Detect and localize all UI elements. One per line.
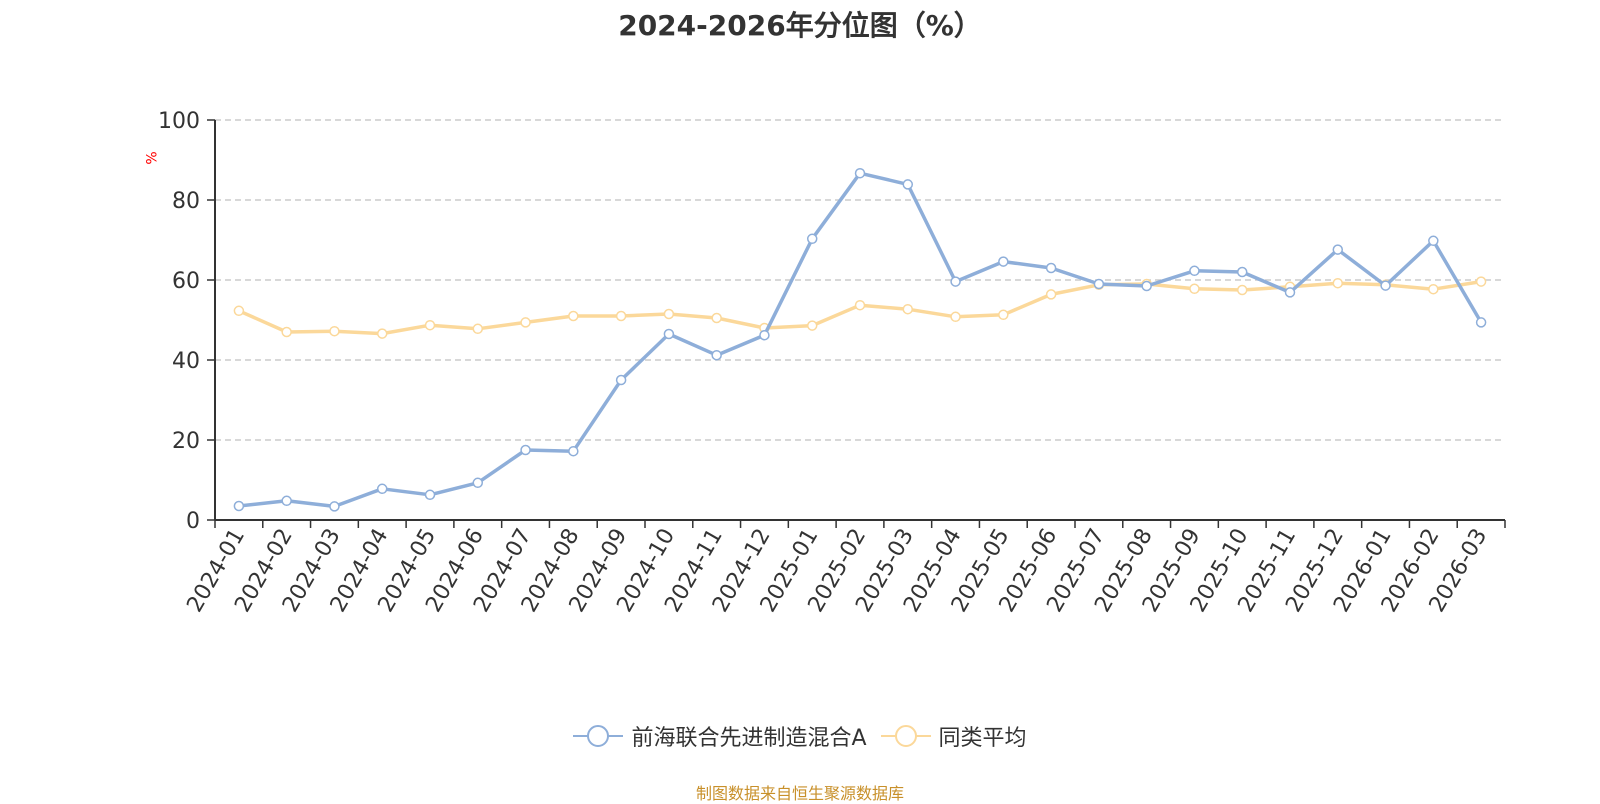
x-tick-labels: 2024-012024-022024-032024-042024-052024-… [182,524,1492,616]
data-point-series-1 [1332,244,1344,255]
data-point-series-1 [806,233,818,245]
legend-label-series-2: 同类平均 [938,726,1027,751]
y-tick-label-80: 80 [172,189,200,214]
data-point-series-1 [1045,262,1057,274]
data-point-series-1 [950,276,961,287]
data-point-series-2 [233,305,245,317]
data-point-series-1 [1141,280,1152,292]
legend-marker-series-1 [573,725,624,747]
legend-item-series-1[interactable]: 前海联合先进制造混合A [573,720,867,752]
y-axis-unit-label: % [144,151,161,165]
y-tick-label-40: 40 [172,349,200,374]
data-point-series-2 [520,317,531,328]
data-point-series-1 [1475,317,1487,328]
data-point-series-2 [1236,284,1248,296]
data-point-series-1 [329,501,340,512]
chart-title: 2024-2026年分位图（%） [618,9,982,42]
axes [207,119,1506,528]
data-point-series-1 [1284,287,1296,298]
data-point-series-1 [1189,265,1200,277]
data-point-series-1 [233,500,245,512]
series-line-1 [238,171,1483,509]
y-tick-label-20: 20 [172,429,200,454]
data-point-series-2 [711,312,722,324]
data-point-series-1 [615,374,627,386]
data-point-series-2 [568,310,579,322]
data-point-series-2 [1045,289,1057,300]
data-point-series-1 [1093,278,1105,290]
data-point-series-1 [1236,266,1248,278]
data-point-series-2 [854,299,866,311]
grid-lines [215,119,1505,441]
data-point-series-1 [1380,280,1391,291]
data-point-series-2 [281,326,292,338]
data-point-series-1 [711,349,722,361]
legend: 前海联合先进制造混合A 同类平均 [0,720,1600,752]
legend-marker-series-2 [880,725,931,747]
data-point-series-1 [1428,235,1439,247]
data-point-series-2 [472,323,484,335]
data-point-series-1 [759,329,770,341]
y-tick-label-100: 100 [158,109,200,134]
legend-label-series-1: 前海联合先进制造混合A [631,726,867,751]
data-point-series-2 [1475,276,1487,287]
y-tick-labels: 0 20 40 60 80 100 [158,109,200,534]
data-point-series-1 [520,444,531,456]
legend-item-series-2[interactable]: 同类平均 [880,720,1027,752]
data-point-series-1 [854,167,866,179]
data-point-series-2 [998,309,1009,321]
data-point-series-1 [424,489,436,501]
data-point-series-1 [472,477,484,489]
data-point-series-2 [376,328,388,339]
data-point-series-1 [902,179,914,190]
data-point-series-1 [663,328,675,340]
data-point-series-2 [1189,283,1200,295]
data-point-series-2 [1428,283,1439,295]
data-point-series-2 [902,303,914,315]
data-point-series-2 [663,308,675,320]
data-point-series-2 [615,310,627,322]
data-point-series-2 [950,311,961,323]
data-point-series-2 [1332,277,1344,289]
data-source-note: 制图数据来自恒生聚源数据库 [695,784,904,803]
data-point-series-2 [806,320,818,331]
data-point-series-1 [568,445,579,457]
data-point-series-1 [998,256,1009,267]
series-lines [233,167,1487,512]
data-point-series-2 [424,319,436,331]
y-tick-label-60: 60 [172,269,200,294]
data-point-series-1 [281,495,292,507]
data-point-series-2 [329,325,340,337]
data-point-series-1 [376,483,388,495]
y-tick-label-0: 0 [186,509,200,534]
